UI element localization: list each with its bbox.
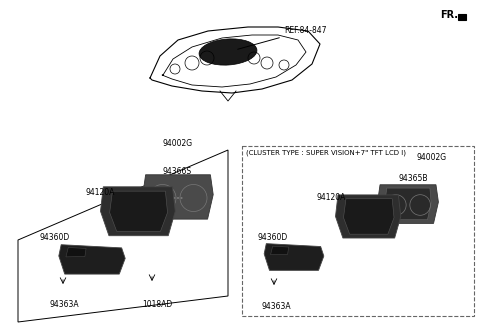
Text: 94363A: 94363A <box>262 302 292 311</box>
Circle shape <box>173 197 176 199</box>
Text: 94120A: 94120A <box>317 193 346 202</box>
Text: 94002G: 94002G <box>417 153 447 162</box>
Text: 94363A: 94363A <box>50 300 80 309</box>
Text: 94360D: 94360D <box>257 233 287 241</box>
Text: 94120A: 94120A <box>85 188 115 197</box>
Text: 94360D: 94360D <box>40 234 70 242</box>
Text: (CLUSTER TYPE : SUPER VISION+7" TFT LCD I): (CLUSTER TYPE : SUPER VISION+7" TFT LCD … <box>246 150 406 156</box>
Polygon shape <box>344 199 394 234</box>
Text: 94365B: 94365B <box>398 174 428 183</box>
Polygon shape <box>66 248 86 257</box>
Polygon shape <box>336 195 401 238</box>
Polygon shape <box>271 246 288 255</box>
Ellipse shape <box>199 39 257 65</box>
Text: 94366S: 94366S <box>163 167 192 176</box>
Polygon shape <box>59 245 125 274</box>
Circle shape <box>180 197 182 199</box>
Text: 94002G: 94002G <box>163 139 193 148</box>
Polygon shape <box>385 188 431 220</box>
Bar <box>458 14 466 20</box>
Text: 1018AD: 1018AD <box>142 300 172 309</box>
Polygon shape <box>109 191 168 231</box>
Polygon shape <box>143 175 213 219</box>
Polygon shape <box>378 185 438 223</box>
Text: FR.: FR. <box>440 10 458 20</box>
Polygon shape <box>100 187 175 236</box>
Circle shape <box>177 197 179 199</box>
Polygon shape <box>264 244 324 270</box>
Text: REF.84-847: REF.84-847 <box>284 26 326 35</box>
